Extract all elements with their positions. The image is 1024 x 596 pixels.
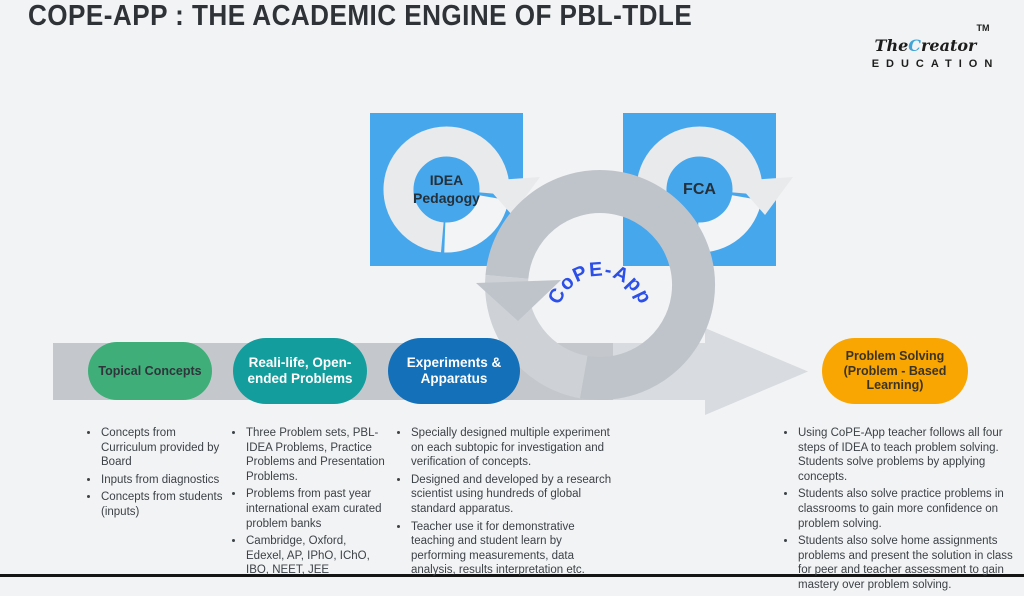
idea-pedagogy-box: IDEA Pedagogy xyxy=(370,113,540,266)
infographic-canvas: { "title": "COPE-APP : THE ACADEMIC ENGI… xyxy=(0,0,1024,577)
logo-subtitle: EDUCATION xyxy=(871,58,1000,70)
list-item: Cambridge, Oxford, Edexel, AP, IPhO, ICh… xyxy=(245,534,387,578)
stage-details-problem-solving: Using CoPE-App teacher follows all four … xyxy=(783,426,1022,596)
stage-details-open-ended-problems: Three Problem sets, PBL-IDEA Problems, P… xyxy=(231,426,387,581)
list-item: Inputs from diagnostics xyxy=(100,473,232,488)
list-item: Using CoPE-App teacher follows all four … xyxy=(797,426,1022,484)
stage-details-experiments-apparatus: Specially designed multiple experiment o… xyxy=(396,426,612,581)
logo-word-c: C xyxy=(908,36,921,55)
stage-pill-label: Problem Solving (Problem - Based Learnin… xyxy=(843,348,947,393)
stage-details-list: Three Problem sets, PBL-IDEA Problems, P… xyxy=(231,426,387,578)
stage-pill-experiments-apparatus: Experiments & Apparatus xyxy=(388,338,520,404)
stage-pill-label: Topical Concepts xyxy=(98,363,202,378)
stage-details-list: Concepts from Curriculum provided by Boa… xyxy=(86,426,232,520)
stage-details-topical-concepts: Concepts from Curriculum provided by Boa… xyxy=(86,426,232,523)
stage-pill-problem-solving: Problem Solving (Problem - Based Learnin… xyxy=(822,338,968,404)
cycle-arrowhead-icon xyxy=(476,280,561,321)
trademark-symbol: TM xyxy=(976,23,990,33)
stage-pill-label: Reali-life, Open-ended Problems xyxy=(247,355,353,386)
brand-logo: TheCreator TM EDUCATION xyxy=(842,24,1022,71)
list-item: Three Problem sets, PBL-IDEA Problems, P… xyxy=(245,426,387,484)
page-title: COPE-APP : THE ACADEMIC ENGINE OF PBL-TD… xyxy=(28,0,693,32)
stage-details-list: Using CoPE-App teacher follows all four … xyxy=(783,426,1022,593)
cope-app-cycle-icon: CoPE-App xyxy=(476,170,715,401)
list-item: Teacher use it for demonstrative teachin… xyxy=(410,520,612,578)
list-item: Designed and developed by a research sci… xyxy=(410,473,612,517)
list-item: Concepts from students (inputs) xyxy=(100,490,232,519)
logo-word-rest: reator xyxy=(920,36,977,55)
stage-pill-topical-concepts: Topical Concepts xyxy=(88,342,212,400)
logo-wordmark: TheCreator TM xyxy=(842,24,1022,54)
list-item: Specially designed multiple experiment o… xyxy=(410,426,612,470)
cope-app-label: CoPE-App xyxy=(544,258,656,307)
idea-pedagogy-label: IDEA Pedagogy xyxy=(413,172,480,206)
circular-arrow-icon xyxy=(383,126,540,253)
stage-details-list: Specially designed multiple experiment o… xyxy=(396,426,612,578)
list-item: Problems from past year international ex… xyxy=(245,487,387,531)
stage-pill-label: Experiments & Apparatus xyxy=(406,355,502,386)
footer-divider xyxy=(0,574,1024,577)
list-item: Concepts from Curriculum provided by Boa… xyxy=(100,426,232,470)
list-item: Students also solve practice problems in… xyxy=(797,487,1022,531)
list-item: Students also solve home assignments pro… xyxy=(797,534,1022,592)
stage-pill-open-ended-problems: Reali-life, Open-ended Problems xyxy=(233,338,367,404)
fca-label: FCA xyxy=(683,180,716,198)
logo-word-the: The xyxy=(874,36,909,55)
